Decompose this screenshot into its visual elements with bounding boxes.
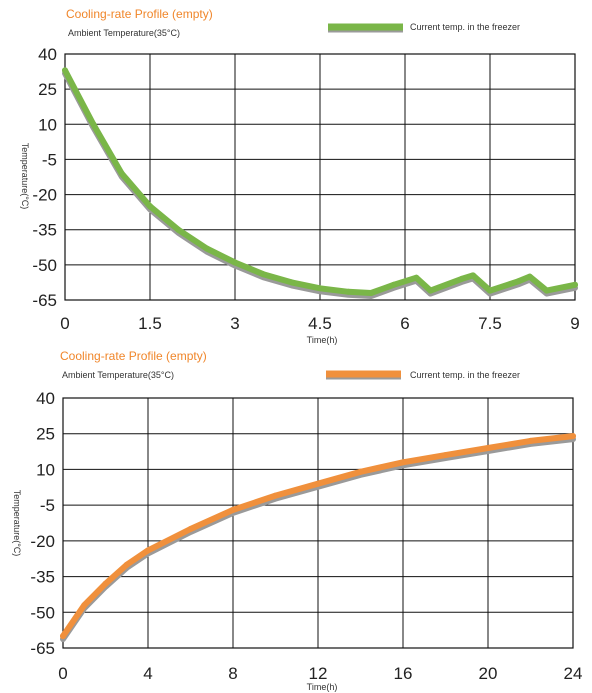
y-tick-label: 25 [38,80,57,99]
data-point [315,480,321,487]
data-point [413,274,420,281]
data-point [230,506,236,513]
x-axis-label: Time(h) [307,335,338,345]
chart-panel-1: Cooling-rate Profile (empty) Ambient Temp… [0,0,592,346]
chart-subtitle: Ambient Temperature(35°C) [62,370,174,380]
x-tick-label: 3 [230,314,239,333]
data-point [368,290,374,296]
y-tick-label: -5 [42,150,57,169]
chart-title: Cooling-rate Profile (empty) [60,349,207,363]
y-tick-label: -20 [30,532,55,551]
y-tick-label: -5 [40,496,55,515]
y-tick-label: -65 [30,639,55,658]
data-point [572,281,578,288]
y-axis-label: Temperature(°C) [12,490,22,557]
x-tick-label: 0 [58,664,67,683]
x-tick-label: 4 [143,664,152,683]
x-tick-label: 16 [394,664,413,683]
x-tick-label: 9 [570,314,579,333]
x-tick-label: 1.5 [138,314,162,333]
series-line [62,67,578,296]
y-tick-label: 25 [36,425,55,444]
chart-2-svg: Cooling-rate Profile (empty) Ambient Temp… [12,349,583,692]
plot-frame [64,53,576,301]
x-axis-label: Time(h) [307,682,338,692]
data-point [458,275,465,282]
data-point [288,279,295,286]
y-tick-label: 40 [38,45,57,64]
x-tick-label: 8 [228,664,237,683]
y-tick-label: -65 [32,291,57,310]
y-tick-label: 40 [36,389,55,408]
data-point [485,445,491,451]
x-tick-label: 20 [479,664,498,683]
legend-label: Current temp. in the freezer [410,370,520,380]
data-point [570,433,576,440]
data-point [526,273,533,280]
data-point [470,272,476,279]
legend-label: Current temp. in the freezer [410,22,520,32]
data-point [390,281,397,288]
x-tick-label: 4.5 [308,314,332,333]
data-point [203,245,210,252]
data-point [62,67,68,74]
chart-title: Cooling-rate Profile (empty) [66,7,213,21]
data-point [527,437,534,444]
data-point [357,468,364,475]
data-point [272,492,279,499]
y-tick-label: -35 [30,568,55,587]
data-point [90,121,97,128]
data-point [102,580,109,587]
chart-subtitle: Ambient Temperature(35°C) [68,28,180,38]
y-tick-label: -20 [32,186,57,205]
x-tick-label: 7.5 [478,314,502,333]
data-point [442,452,449,459]
x-tick-label: 24 [564,664,583,683]
data-point [118,170,125,177]
y-axis-label: Temperature(°C) [20,143,30,210]
data-point [175,226,182,233]
y-tick-label: -50 [30,603,55,622]
data-point [427,287,434,294]
chart-panel-2: Cooling-rate Profile (empty) Ambient Temp… [0,346,592,693]
data-point [487,287,493,294]
data-point [317,285,323,292]
data-point [232,259,238,266]
chart-1-svg: Cooling-rate Profile (empty) Ambient Temp… [20,7,580,345]
y-tick-label: -50 [32,256,57,275]
y-tick-label: 10 [36,460,55,479]
data-point [81,602,88,609]
data-point [147,203,153,210]
data-point [515,278,522,285]
data-point [260,271,267,278]
x-tick-label: 12 [309,664,328,683]
x-tick-label: 6 [400,314,409,333]
data-point [145,547,151,554]
data-point [400,459,406,466]
y-tick-label: 10 [38,115,57,134]
data-point [187,526,194,532]
data-point [345,288,352,295]
data-point [123,561,130,568]
data-point [543,287,550,294]
y-tick-label: -35 [32,221,57,240]
data-point [60,633,66,640]
plot-frame [62,397,574,649]
x-tick-label: 0 [60,314,69,333]
